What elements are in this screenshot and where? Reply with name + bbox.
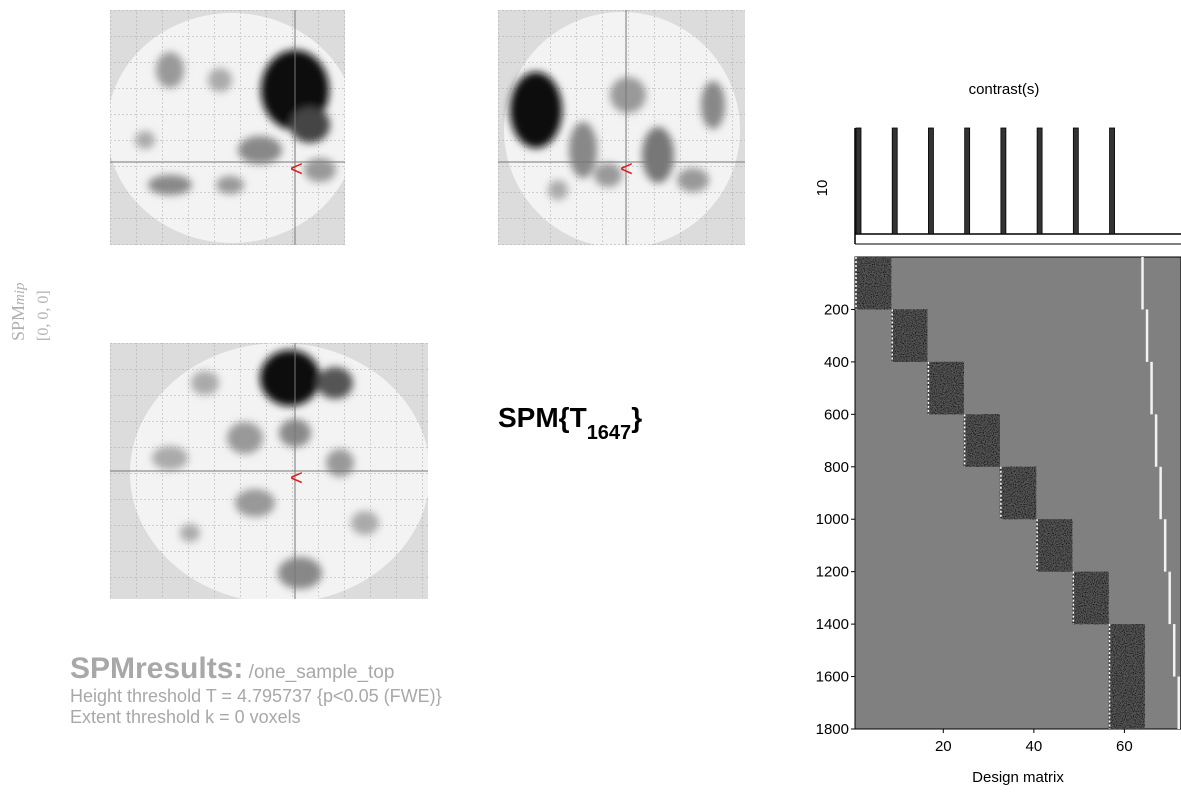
mip-axial-view: < — [110, 343, 428, 599]
y-tick-label: 800 — [824, 459, 849, 476]
y-tick-label: 1000 — [816, 511, 849, 528]
results-title: SPMresults: — [70, 652, 244, 685]
y-tick-label: 1600 — [816, 669, 849, 686]
y-tick-label: 600 — [824, 406, 849, 423]
contrast-bar — [964, 127, 971, 235]
design-block — [1108, 676, 1145, 729]
design-block — [927, 361, 964, 415]
contrast-bar — [855, 127, 862, 235]
design-block — [1108, 624, 1145, 677]
x-tick-label: 60 — [1116, 738, 1133, 755]
y-tick-label: 400 — [824, 354, 849, 371]
mip-coronal-view: < — [498, 10, 745, 245]
design-block — [891, 309, 928, 362]
results-summary: SPMresults: /one_sample_top Height thres… — [70, 652, 442, 728]
contrast-title: contrast(s) — [969, 81, 1040, 98]
contrast-axes — [854, 128, 1181, 245]
contrast-bar — [1072, 127, 1079, 235]
spmmip-coordinates: [0, 0, 0] — [35, 290, 52, 341]
x-tick-label: 20 — [935, 738, 952, 755]
contrast-bar — [1036, 127, 1043, 235]
design-block — [999, 466, 1037, 520]
extent-threshold-text: Extent threshold k = 0 voxels — [70, 707, 301, 727]
x-tick-label: 40 — [1026, 738, 1043, 755]
y-tick-label: 200 — [824, 301, 849, 318]
spmmip-title: SPMmip — [8, 282, 28, 341]
design-chart: contrast(s) 10 200 400 600 800 1000 1200 1400 1… — [814, 81, 1181, 786]
contrast-bar — [928, 127, 934, 235]
y-tick-label: 1400 — [816, 616, 849, 633]
contrast-bar — [1000, 127, 1007, 235]
contrast-ytick-label: 10 — [814, 180, 831, 197]
mip-cursor-sagittal: < — [290, 156, 303, 181]
design-block — [855, 257, 892, 310]
mip-cursor-coronal: < — [620, 156, 633, 181]
results-path: /one_sample_top — [243, 662, 395, 683]
mip-sagittal-view: < — [110, 10, 345, 245]
statistic-label: SPM{T1647} — [498, 402, 643, 444]
statistic-df: 1647 — [586, 422, 632, 444]
contrast-bar — [891, 127, 898, 235]
design-block — [1036, 519, 1073, 572]
design-block — [1072, 571, 1109, 625]
design-matrix-xlabel: Design matrix — [972, 769, 1064, 786]
spmmip-label: SPMmip [0, 0, 0] — [0, 255, 70, 345]
design-panel: contrast(s) 10 200 400 600 800 1000 1200 1400 1… — [800, 70, 1181, 795]
design-block — [963, 414, 1000, 467]
y-tick-label: 1200 — [816, 564, 849, 581]
y-tick-label: 1800 — [816, 721, 849, 738]
contrast-bar — [1109, 127, 1115, 235]
mip-cursor-axial: < — [290, 465, 303, 490]
height-threshold-text: Height threshold T = 4.795737 {p<0.05 (F… — [70, 686, 442, 706]
